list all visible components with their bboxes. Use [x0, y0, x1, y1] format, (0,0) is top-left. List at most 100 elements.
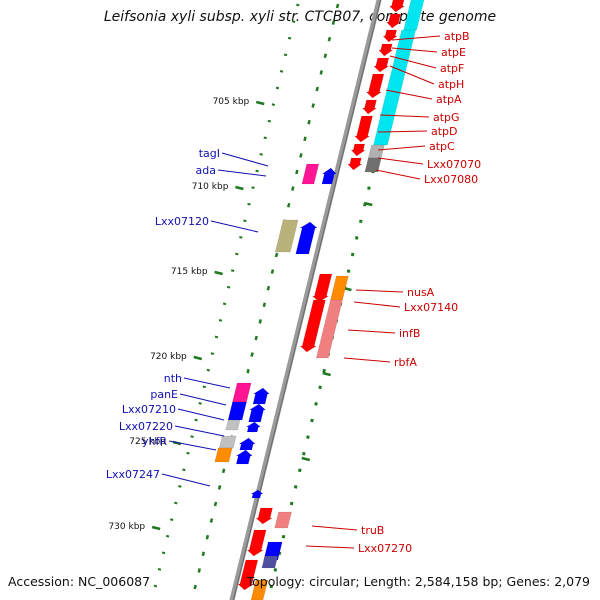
tick-dot: [193, 584, 197, 590]
gene-label-infB: infB: [399, 327, 420, 340]
scale-label-715-kbp: 715 kbp: [171, 267, 208, 277]
tick-dot: [319, 70, 323, 75]
genome-backbone: [229, 0, 382, 600]
gene-blue-d: [261, 555, 279, 569]
tick-dot: [295, 169, 299, 175]
gene-label-yhfR: yhfR: [142, 435, 167, 448]
gene-label-Lxx07210: Lxx07210: [122, 403, 176, 416]
leader-line-atpE: [391, 47, 438, 53]
major-tick: [363, 201, 373, 207]
tick-dot: [323, 53, 328, 59]
gene-cyan-2: [373, 29, 416, 146]
tick-dot: [246, 368, 250, 374]
tick-dot: [197, 568, 201, 573]
gene-yhfR: [218, 435, 237, 449]
gene-nth: [232, 382, 252, 403]
tick-dot: [217, 485, 222, 490]
leader-line-Lxx07080: [375, 169, 421, 180]
tick-dot: [297, 468, 302, 473]
gene-truB: [255, 507, 273, 525]
accession-text: Accession: NC_006087: [8, 574, 151, 589]
tick-dot: [367, 186, 371, 190]
gene-grey-1: [367, 144, 385, 159]
tick-dot: [258, 319, 262, 324]
tick-dot: [209, 518, 214, 523]
gene-label-atpG: atpG: [433, 111, 460, 124]
leader-line-atpG: [379, 114, 430, 118]
leader-line-Lxx07070: [377, 157, 424, 165]
gene-label-Lxx07120: Lxx07120: [155, 215, 209, 228]
tick-dot: [322, 368, 327, 373]
leader-line-ada: [217, 169, 267, 177]
tick-dot: [270, 269, 275, 274]
tick-dot: [262, 302, 267, 308]
leader-line-infB: [347, 329, 396, 334]
leader-line-atpA: [385, 89, 433, 100]
gene-orange-2: [214, 447, 233, 463]
leader-line-atpF: [389, 55, 437, 69]
gene-infB: [299, 299, 326, 353]
gene-label-atpH: atpH: [438, 78, 464, 91]
tick-dot: [201, 551, 206, 557]
gene-label-nusA: nusA: [407, 286, 435, 299]
leader-line-nth: [183, 377, 231, 389]
leader-line-Lxx07220: [174, 425, 225, 437]
gene-label-rbfA: rbfA: [394, 356, 417, 369]
gene-label-Lxx07270: Lxx07270: [358, 542, 412, 555]
gene-atpB: [386, 13, 402, 29]
gene-atpH: [373, 57, 390, 73]
tick-dot: [346, 269, 351, 273]
leader-line-Lxx07120: [210, 220, 259, 233]
tick-dot: [315, 86, 319, 92]
left-labels: tagI ada Lxx07120 nth panE Lxx07210 Lxx07220 yh…: [106, 147, 269, 487]
leader-line-panE: [179, 393, 227, 406]
gene-label-ada: ada: [196, 164, 216, 177]
major-tick: [301, 456, 311, 462]
gene-label-truB: truB: [361, 524, 384, 537]
gene-atpF: [378, 43, 394, 57]
tick-dot: [293, 485, 298, 489]
gene-label-atpC: atpC: [429, 140, 455, 153]
gene-label-atpA: atpA: [436, 93, 462, 106]
scale-label-725-kbp: 725 kbp: [129, 437, 166, 447]
genome-backbone-edge: [232, 0, 382, 600]
gene-blue-b: [235, 449, 253, 465]
tick-dot: [302, 451, 306, 456]
gene-ada: [321, 167, 337, 185]
leader-line-truB: [311, 525, 358, 531]
gene-blue-c: [263, 541, 283, 561]
gene-Lxx07210: [248, 403, 267, 423]
scale-label-705-kbp: 705 kbp: [213, 97, 250, 107]
tick-dot: [358, 219, 363, 224]
gene-label-atpE: atpE: [441, 46, 466, 59]
gene-label-atpB: atpB: [444, 30, 470, 43]
gene-blue-a: [238, 437, 256, 451]
gene-Lxx07070: [347, 157, 363, 171]
leader-line-yhfR: [168, 440, 217, 451]
gene-label-tagI: tagI: [199, 147, 220, 160]
leader-line-tagI: [221, 152, 269, 167]
tick-dot: [289, 501, 294, 506]
tick-dot: [221, 468, 226, 474]
gene-Lxx07270: [246, 529, 267, 557]
gene-truB-2: [274, 511, 292, 529]
tick-dot: [306, 435, 310, 439]
tick-dot: [281, 534, 286, 539]
major-tick: [151, 525, 161, 531]
tick-dot: [303, 136, 307, 142]
major-tick: [193, 355, 203, 361]
leader-line-rbfA: [343, 357, 391, 363]
tick-dot: [354, 236, 359, 240]
tick-dot: [327, 36, 332, 42]
major-tick: [214, 270, 223, 276]
leader-line-atpB: [391, 35, 441, 41]
gene-label-Lxx07070: Lxx07070: [427, 158, 481, 171]
gene-label-Lxx07140: Lxx07140: [404, 301, 458, 314]
tick-dot: [250, 352, 254, 357]
tick-dot: [291, 186, 295, 191]
leader-line-atpH: [389, 65, 435, 85]
scale-label-710-kbp: 710 kbp: [192, 182, 229, 192]
gene-atpC: [350, 143, 367, 157]
tick-dot: [318, 385, 322, 390]
